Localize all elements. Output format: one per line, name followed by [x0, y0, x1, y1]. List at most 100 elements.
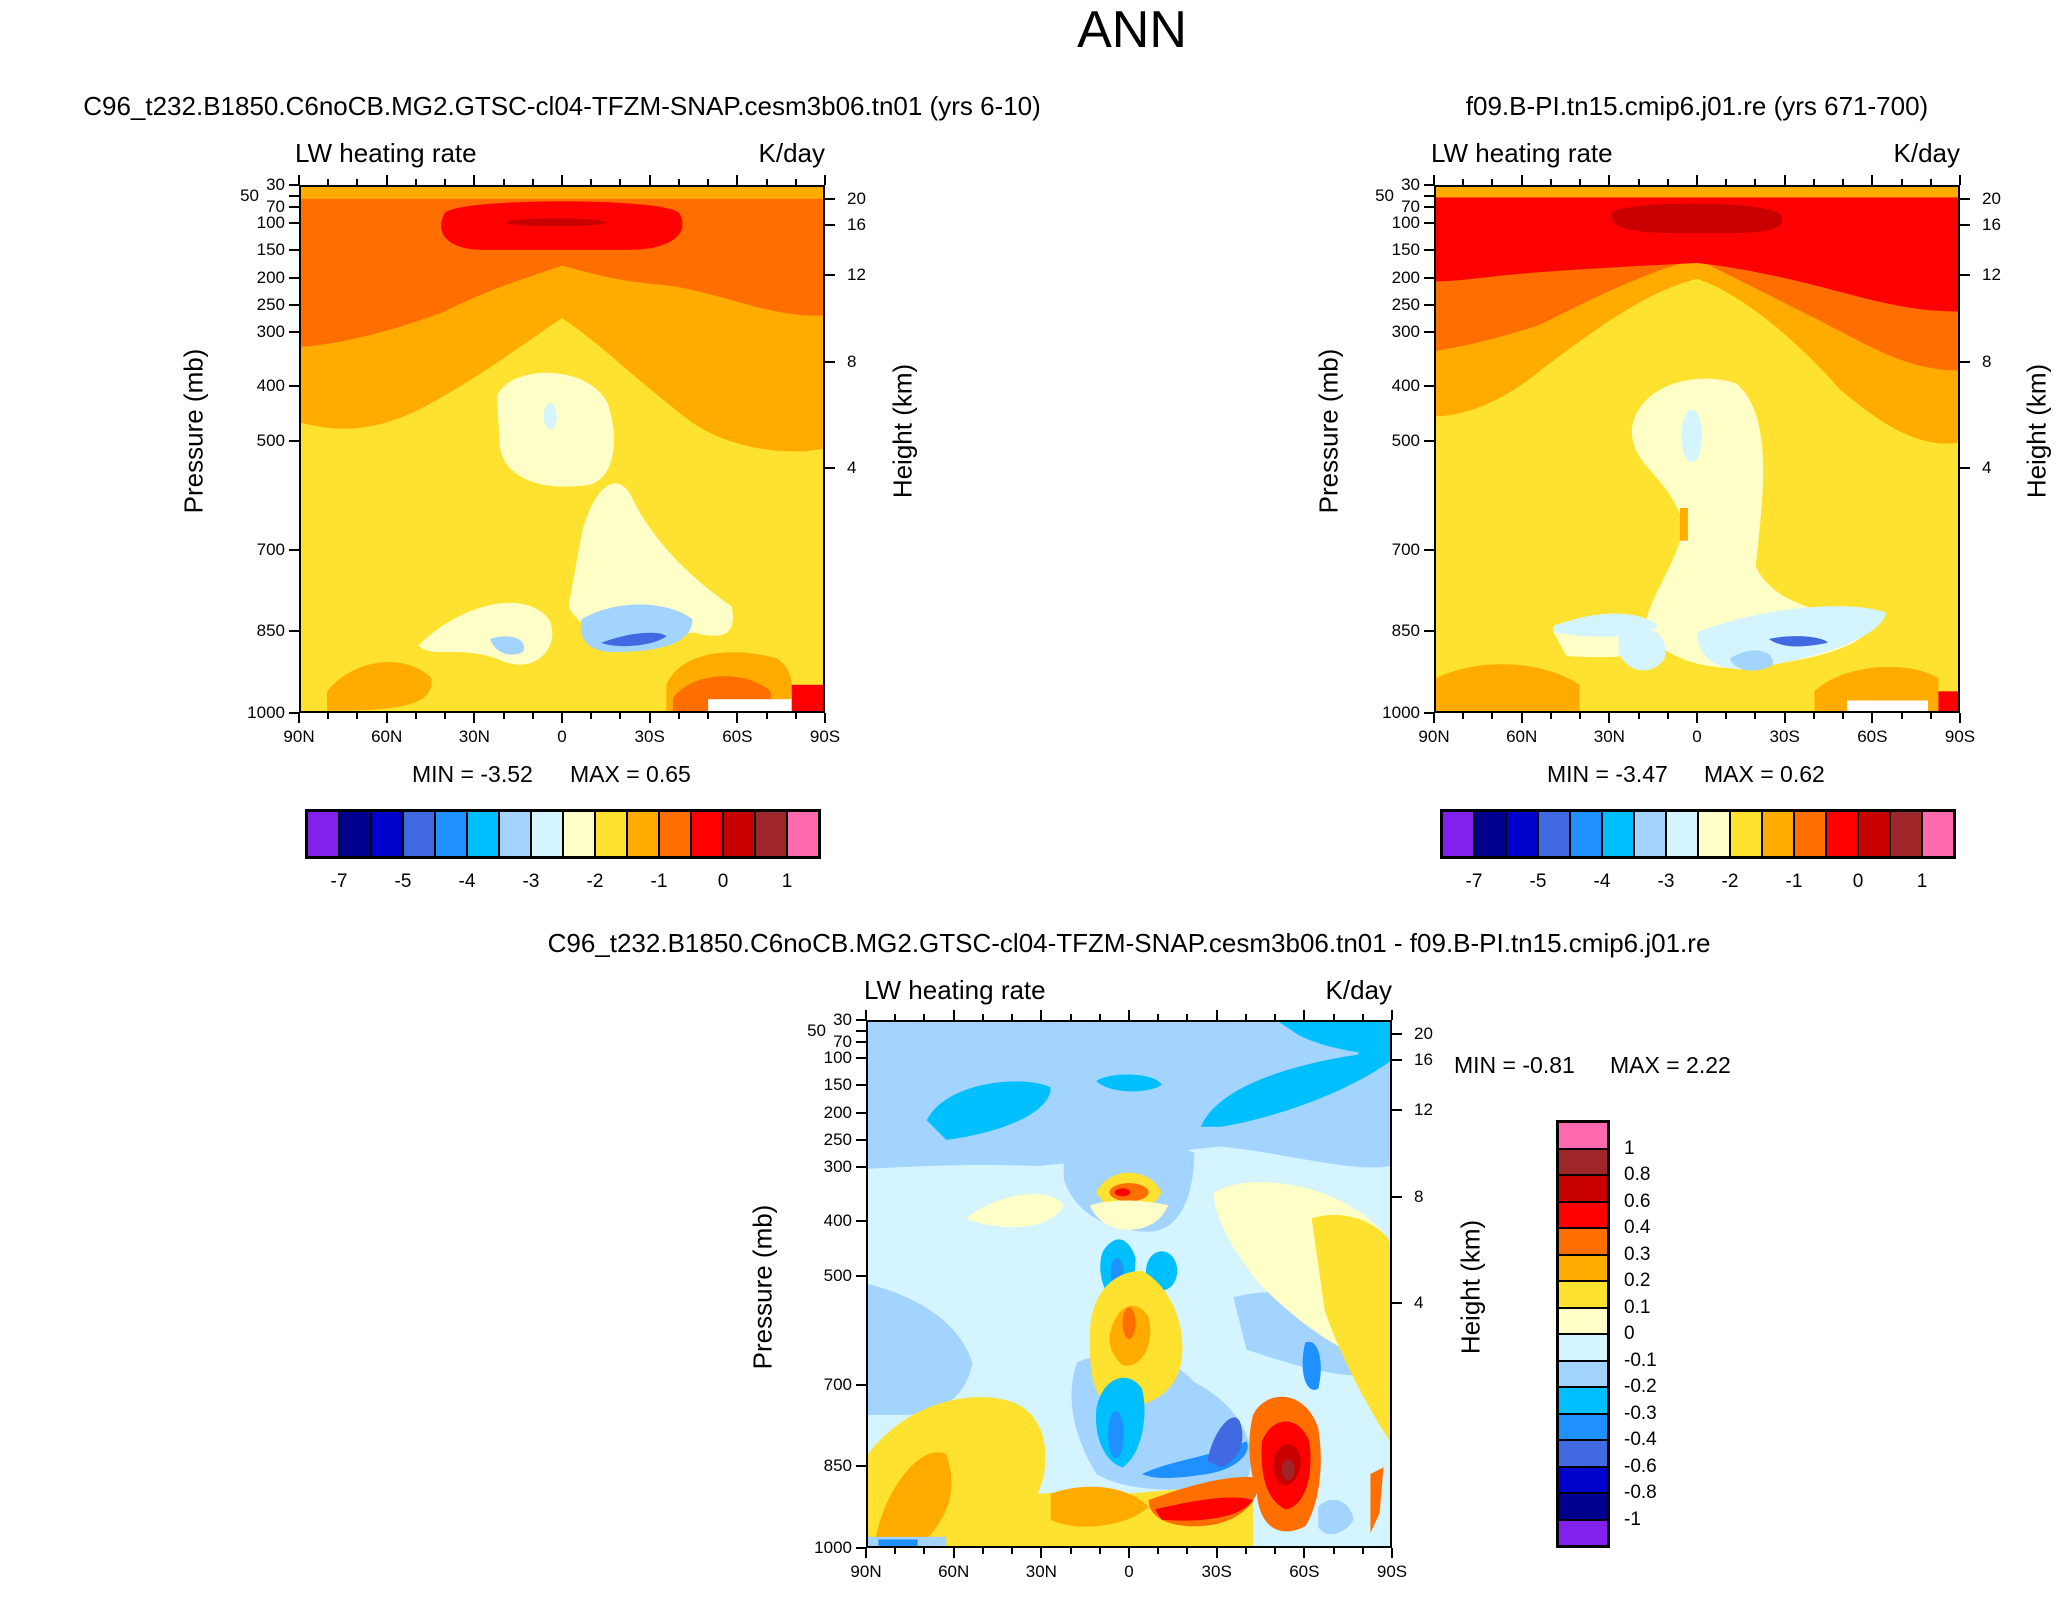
colorbar-swatch	[1558, 1254, 1608, 1281]
lat-tick-top	[865, 1010, 867, 1020]
pressure-tick	[289, 194, 299, 197]
colorbar-label: -3	[522, 871, 540, 892]
panel-1-ylabel: Pressure (mb)	[178, 348, 209, 514]
panel-2-units: K/day	[1893, 138, 1961, 168]
lat-tick-top	[619, 179, 622, 185]
pressure-tick	[1424, 330, 1434, 333]
lat-tick-bottom	[414, 713, 417, 719]
lat-tick-top	[561, 175, 563, 185]
lat-tick-top	[824, 175, 826, 185]
lat-tick-bottom	[1274, 1548, 1277, 1554]
lat-tick-label: 60N	[1506, 727, 1538, 746]
lat-tick-bottom	[981, 1548, 984, 1554]
lat-tick-top	[1520, 175, 1523, 185]
pressure-tick-label: 300	[256, 321, 285, 341]
colorbar-label: -0.4	[1624, 1429, 1657, 1450]
colorbar-label: 0.4	[1624, 1217, 1651, 1238]
lat-tick-top	[1274, 1014, 1277, 1020]
pressure-tick	[1424, 222, 1434, 225]
pressure-tick	[1424, 205, 1434, 208]
colorbar-swatch	[1558, 1466, 1608, 1493]
colorbar-label: -4	[458, 871, 476, 892]
colorbar-swatch	[1794, 811, 1826, 857]
colorbar-swatch	[1890, 811, 1922, 857]
pressure-tick-label: 200	[256, 267, 285, 287]
pressure-tick	[856, 1057, 866, 1060]
colorbar-label: 1	[1916, 871, 1928, 892]
colorbar-label: -0.3	[1624, 1402, 1657, 1424]
colorbar-swatch	[627, 811, 659, 857]
colorbar-swatch	[1558, 1281, 1608, 1308]
pressure-tick-label: 200	[1391, 267, 1420, 287]
height-tick	[1392, 1196, 1402, 1199]
colorbar-swatch	[1474, 811, 1506, 857]
pressure-tick-label: 500	[1391, 430, 1420, 450]
colorbar-swatch	[339, 811, 371, 857]
pressure-tick-label: 250	[256, 294, 285, 314]
colorbar-swatch	[1558, 1413, 1608, 1440]
figure-title: ANN	[1077, 1, 1187, 59]
colorbar-swatch	[755, 811, 787, 857]
colorbar-swatch	[1558, 1122, 1608, 1149]
lat-tick-top	[1754, 179, 1757, 185]
colorbar-swatch	[531, 811, 563, 857]
lat-tick-top	[1871, 175, 1874, 185]
pressure-tick	[1424, 630, 1434, 633]
lat-tick-bottom	[1754, 713, 1757, 719]
colorbar-label: -0.6	[1624, 1455, 1657, 1477]
colorbar-label: -1	[1785, 871, 1803, 892]
lat-tick-top	[765, 179, 768, 185]
lat-tick-bottom	[1011, 1548, 1014, 1554]
pressure-tick	[856, 1040, 866, 1043]
lat-tick-bottom	[1069, 1548, 1072, 1554]
lat-tick-bottom	[1128, 1548, 1130, 1558]
pressure-tick-label: 30	[833, 1010, 852, 1029]
panel-3-max: MAX = 2.22	[1610, 1052, 1731, 1078]
colorbar-swatch	[435, 811, 467, 857]
colorbar-swatch	[659, 811, 691, 857]
lat-tick-bottom	[677, 713, 680, 719]
pressure-tick	[289, 303, 299, 306]
panel-2-colorbar: -7 -5 -4 -3 -2 -1 0 1	[1440, 809, 1956, 892]
lat-tick-top	[1842, 179, 1845, 185]
panel-2-max: MAX = 0.62	[1704, 761, 1825, 787]
height-tick-label: 16	[847, 214, 866, 234]
pressure-tick	[289, 222, 299, 225]
colorbar-label: -0.1	[1624, 1349, 1657, 1371]
panel-1-max: MAX = 0.65	[570, 761, 691, 787]
lat-tick-bottom	[894, 1548, 897, 1554]
lat-tick-bottom	[1696, 713, 1698, 723]
pressure-tick-label: 1000	[1382, 703, 1420, 722]
pressure-tick-label: 50	[1375, 185, 1394, 205]
colorbar-swatch	[1558, 1360, 1608, 1387]
lat-tick-top	[1608, 175, 1611, 185]
pressure-tick-label: 150	[256, 240, 285, 260]
pressure-tick	[856, 1165, 866, 1168]
pressure-tick-label: 1000	[247, 703, 285, 722]
pressure-tick	[1424, 439, 1434, 442]
colorbar-label: 0.3	[1624, 1243, 1651, 1265]
height-tick-label: 16	[1414, 1049, 1433, 1069]
pressure-tick-label: 70	[266, 196, 285, 216]
pressure-tick	[856, 1138, 866, 1141]
lat-tick-bottom	[1959, 713, 1961, 723]
lat-tick-bottom	[1929, 713, 1932, 719]
pressure-tick	[289, 548, 299, 551]
lat-tick-top	[502, 179, 505, 185]
colorbar-swatch	[1506, 811, 1538, 857]
pressure-tick-label: 50	[240, 185, 259, 205]
panel-3-title: C96_t232.B1850.C6noCB.MG2.GTSC-cl04-TFZM…	[547, 928, 1711, 958]
lat-tick-bottom	[327, 713, 330, 719]
lat-tick-bottom	[707, 713, 710, 719]
lat-tick-bottom	[1637, 713, 1640, 719]
lat-tick-top	[327, 179, 330, 185]
height-tick	[1392, 1108, 1402, 1111]
lat-tick-bottom	[952, 1548, 955, 1558]
lat-tick-bottom	[1462, 713, 1465, 719]
panel-1-ylabel-right: Height (km)	[887, 363, 918, 499]
colorbar-swatch	[1558, 1201, 1608, 1228]
lat-tick-top	[1128, 1010, 1130, 1020]
pressure-tick-label: 400	[1391, 376, 1420, 396]
lat-tick-label: 60S	[1857, 727, 1888, 746]
